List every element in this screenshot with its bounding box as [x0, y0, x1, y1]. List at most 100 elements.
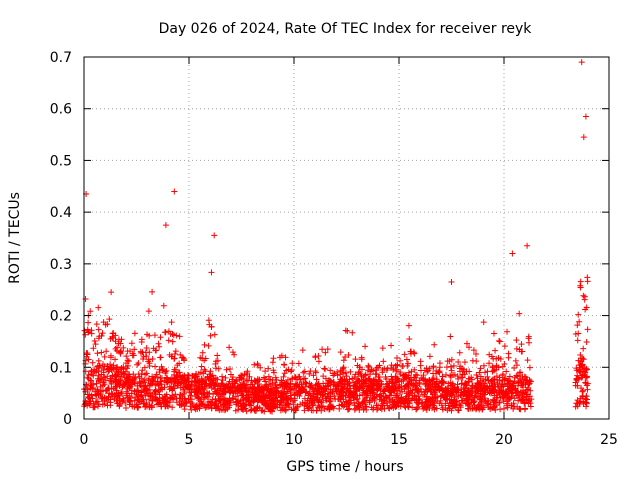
data-point — [444, 393, 451, 400]
data-point — [365, 364, 372, 371]
data-point — [135, 387, 142, 394]
y-tick-label: 0.1 — [50, 360, 72, 376]
data-point — [393, 374, 399, 381]
data-point — [281, 370, 288, 377]
data-point — [183, 381, 190, 388]
data-point — [517, 375, 524, 382]
data-point — [95, 392, 102, 399]
data-point — [182, 395, 189, 402]
data-point — [431, 406, 438, 413]
data-point — [307, 368, 314, 375]
data-point — [426, 405, 433, 412]
data-point — [92, 391, 99, 398]
data-point — [269, 359, 276, 366]
data-point — [88, 327, 95, 334]
data-point — [378, 402, 385, 409]
data-point — [290, 406, 297, 413]
data-point — [220, 391, 227, 398]
data-point — [259, 407, 266, 414]
data-point — [503, 368, 510, 375]
data-point — [406, 336, 413, 343]
data-point — [490, 386, 497, 393]
data-point — [140, 400, 147, 407]
data-point — [399, 363, 406, 370]
data-point — [355, 369, 362, 376]
data-point — [391, 382, 398, 389]
data-point — [447, 363, 454, 370]
data-point — [256, 376, 263, 383]
data-point — [476, 396, 483, 403]
data-point — [241, 387, 248, 394]
data-point — [107, 399, 114, 406]
data-point — [92, 399, 99, 406]
data-point — [328, 404, 335, 411]
data-point — [425, 367, 432, 374]
data-point — [161, 329, 168, 336]
data-point — [245, 391, 252, 398]
data-point — [302, 389, 309, 396]
data-point — [414, 387, 421, 394]
data-point — [575, 311, 582, 318]
data-point — [267, 376, 274, 383]
data-point — [330, 372, 337, 379]
data-point — [581, 365, 588, 372]
data-point — [99, 361, 106, 368]
data-point — [306, 380, 313, 387]
data-point — [279, 399, 286, 406]
data-point — [195, 394, 202, 401]
x-tick-label: 10 — [285, 432, 303, 448]
data-point — [189, 373, 196, 380]
data-point — [96, 362, 103, 369]
data-point — [476, 381, 483, 388]
data-point — [458, 392, 465, 399]
data-point — [282, 354, 289, 361]
data-point — [489, 388, 496, 395]
data-point — [305, 390, 312, 397]
data-point — [466, 344, 473, 351]
data-point — [319, 394, 326, 401]
data-point — [165, 337, 172, 344]
data-point — [214, 352, 221, 359]
data-point — [306, 398, 313, 405]
data-point — [272, 384, 279, 391]
data-point — [352, 371, 359, 378]
data-point — [108, 365, 115, 372]
data-point — [157, 386, 164, 393]
data-point — [439, 384, 446, 391]
data-point — [334, 383, 341, 390]
data-point — [187, 392, 194, 399]
data-point — [401, 403, 408, 410]
data-point — [117, 366, 124, 373]
data-point — [574, 322, 581, 329]
data-point — [313, 376, 320, 383]
data-point — [582, 113, 589, 120]
data-point — [117, 377, 124, 384]
data-point — [348, 397, 355, 404]
data-point — [201, 357, 208, 364]
data-point — [106, 390, 113, 397]
data-point — [271, 397, 278, 404]
data-point — [412, 371, 419, 378]
data-point — [131, 330, 138, 337]
data-point — [397, 357, 404, 364]
data-point — [114, 383, 121, 390]
data-point — [327, 367, 334, 374]
data-point — [481, 380, 488, 387]
data-point — [499, 363, 506, 370]
data-point — [575, 357, 582, 364]
data-point — [301, 368, 308, 375]
data-point — [231, 351, 238, 358]
data-point — [277, 389, 284, 396]
data-point — [204, 374, 211, 381]
data-point — [448, 367, 455, 374]
data-point — [210, 377, 217, 384]
data-point — [206, 321, 213, 328]
data-point — [579, 361, 586, 368]
data-point — [171, 380, 178, 387]
data-point — [401, 351, 408, 358]
data-point — [342, 369, 349, 376]
data-point — [107, 352, 114, 359]
data-point — [216, 397, 223, 404]
data-point — [431, 341, 438, 348]
data-point — [311, 386, 318, 393]
